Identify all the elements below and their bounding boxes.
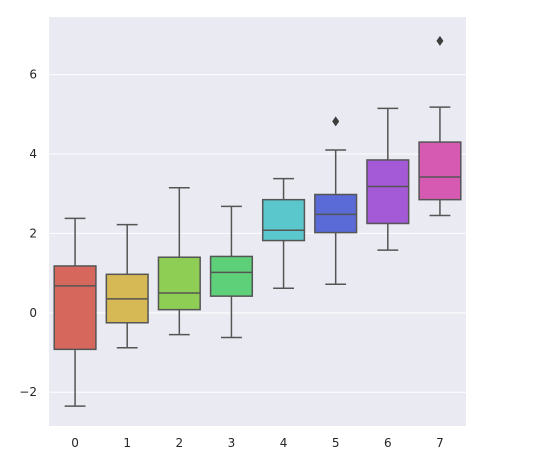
box-category-1 [105,223,149,349]
x-tick-label: 4 [280,436,288,450]
box-category-0 [53,217,97,407]
iqr-box [53,265,97,351]
x-tick-label: 6 [384,436,392,450]
boxes-group [53,35,462,407]
iqr-box [418,141,462,201]
x-tick-label: 5 [332,436,340,450]
y-axis: −2 0 2 4 6 [19,68,37,400]
box-category-7 [418,35,462,217]
x-tick-label: 3 [228,436,236,450]
y-tick-label: −2 [19,385,37,399]
y-tick-label: 0 [29,306,37,320]
y-tick-label: 4 [29,147,37,161]
x-tick-label: 1 [123,436,131,450]
x-axis: 0 1 2 3 4 5 6 7 [71,436,444,450]
x-tick-label: 2 [175,436,183,450]
box-category-4 [261,177,306,289]
outlier-marker [332,116,340,127]
box-category-6 [366,107,410,251]
iqr-box [314,193,358,234]
x-tick-label: 7 [436,436,444,450]
iqr-box [157,256,201,311]
iqr-box [366,159,410,225]
x-tick-label: 0 [71,436,79,450]
y-tick-label: 2 [29,226,37,240]
box-category-3 [209,205,254,339]
box-category-5 [314,116,358,285]
iqr-box [209,255,254,297]
box-category-2 [157,186,201,336]
iqr-box [261,198,306,242]
outlier-marker [436,35,444,46]
y-tick-label: 6 [29,68,37,82]
